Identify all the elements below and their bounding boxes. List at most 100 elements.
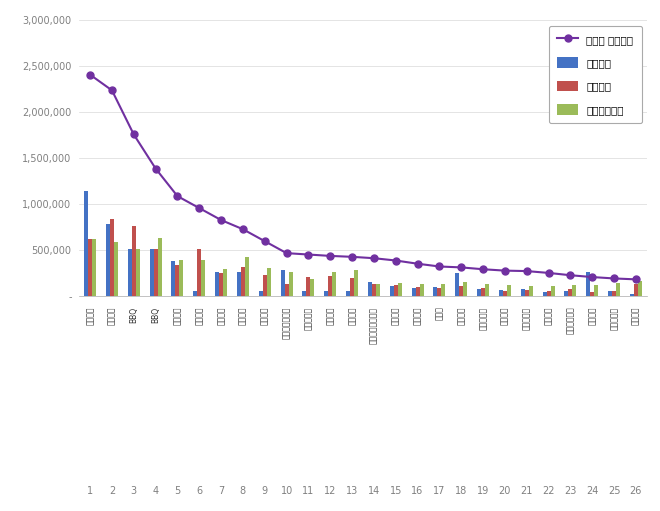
Bar bbox=[586, 271, 590, 296]
Text: 12: 12 bbox=[324, 485, 337, 496]
브랜드 평판지수 bbox=[566, 272, 574, 278]
Text: 찰닭치킨: 찰닭치킨 bbox=[632, 307, 640, 325]
Text: 지코바치킨: 지코바치킨 bbox=[478, 307, 488, 330]
Bar bbox=[525, 290, 529, 296]
Bar bbox=[420, 284, 424, 296]
브랜드 평판지수 bbox=[501, 268, 509, 274]
Bar bbox=[416, 287, 420, 296]
Bar bbox=[280, 270, 284, 296]
Bar bbox=[328, 276, 332, 296]
Text: 순수치킨: 순수치킨 bbox=[326, 307, 335, 325]
Bar bbox=[219, 273, 223, 296]
Bar bbox=[92, 239, 96, 296]
Text: 디디치킨: 디디치킨 bbox=[544, 307, 553, 325]
Bar bbox=[594, 285, 598, 296]
Bar bbox=[442, 285, 446, 296]
Bar bbox=[223, 269, 227, 296]
Text: 9: 9 bbox=[262, 485, 268, 496]
Bar bbox=[88, 239, 92, 296]
Text: 두찜이통닭: 두찜이통닭 bbox=[304, 307, 313, 330]
Bar bbox=[110, 219, 114, 296]
Bar bbox=[368, 282, 372, 296]
브랜드 평판지수 bbox=[261, 238, 269, 244]
Text: 10: 10 bbox=[280, 485, 293, 496]
Text: 14: 14 bbox=[368, 485, 380, 496]
Bar bbox=[485, 285, 489, 296]
Text: 25: 25 bbox=[608, 485, 620, 496]
브랜드 평판지수 bbox=[457, 264, 465, 270]
Text: 2: 2 bbox=[109, 485, 115, 496]
Bar bbox=[390, 286, 394, 296]
Bar bbox=[201, 260, 205, 296]
브랜드 평판지수 bbox=[130, 131, 138, 137]
Bar bbox=[612, 291, 616, 296]
Bar bbox=[376, 284, 380, 296]
Bar bbox=[136, 249, 140, 296]
Text: 23: 23 bbox=[564, 485, 577, 496]
Bar bbox=[398, 283, 402, 296]
Bar bbox=[638, 281, 642, 296]
Bar bbox=[150, 249, 154, 296]
Bar bbox=[154, 249, 158, 296]
Bar bbox=[481, 288, 485, 296]
Bar bbox=[434, 287, 438, 296]
Bar bbox=[590, 292, 594, 296]
브랜드 평판지수 bbox=[282, 250, 290, 256]
Bar bbox=[354, 270, 358, 296]
Text: 마파치킨: 마파치킨 bbox=[587, 307, 597, 325]
Bar bbox=[529, 286, 533, 296]
브랜드 평판지수 bbox=[414, 261, 422, 267]
Bar bbox=[302, 291, 306, 296]
Text: 맘스터치: 맘스터치 bbox=[108, 307, 116, 325]
Bar bbox=[176, 265, 180, 296]
Bar bbox=[634, 285, 638, 296]
Text: 오븐마투치킨: 오븐마투치킨 bbox=[566, 307, 575, 334]
브랜드 평판지수 bbox=[392, 258, 400, 264]
Text: 16: 16 bbox=[411, 485, 424, 496]
Bar bbox=[306, 277, 310, 296]
Text: 4: 4 bbox=[152, 485, 158, 496]
Bar bbox=[350, 278, 354, 296]
Bar bbox=[507, 285, 511, 296]
브랜드 평판지수 bbox=[326, 253, 334, 259]
Bar bbox=[324, 291, 328, 296]
Text: 부어치킨: 부어치킨 bbox=[348, 307, 356, 325]
Text: 24: 24 bbox=[586, 485, 599, 496]
Text: 19: 19 bbox=[477, 485, 489, 496]
Legend: 브랜드 평판지수, 참여지수, 소통지수, 커뮤니티지수: 브랜드 평판지수, 참여지수, 소통지수, 커뮤니티지수 bbox=[548, 26, 642, 123]
Text: 바른치킨: 바른치킨 bbox=[238, 307, 248, 325]
Text: 아웃닭: 아웃닭 bbox=[435, 307, 444, 320]
Text: 8: 8 bbox=[240, 485, 246, 496]
브랜드 평판지수 bbox=[370, 255, 378, 261]
브랜드 평판지수 bbox=[632, 276, 640, 283]
Bar bbox=[193, 291, 197, 296]
브랜드 평판지수 bbox=[174, 193, 182, 199]
Bar bbox=[438, 288, 442, 296]
Bar bbox=[172, 261, 176, 296]
Bar bbox=[106, 224, 110, 296]
Text: 11: 11 bbox=[302, 485, 315, 496]
Bar bbox=[616, 283, 620, 296]
Bar bbox=[543, 292, 546, 296]
Bar bbox=[503, 291, 507, 296]
Bar bbox=[284, 284, 288, 296]
Bar bbox=[572, 285, 576, 296]
Text: 교촌치킨: 교촌치킨 bbox=[86, 307, 94, 325]
Bar bbox=[521, 289, 525, 296]
Text: 페리카나: 페리카나 bbox=[391, 307, 400, 325]
Text: 1: 1 bbox=[87, 485, 93, 496]
Bar bbox=[84, 191, 88, 296]
Text: BBQ: BBQ bbox=[129, 307, 139, 323]
Text: 21: 21 bbox=[521, 485, 533, 496]
Text: 굽네치킨: 굽네치킨 bbox=[173, 307, 182, 325]
Bar bbox=[564, 291, 568, 296]
Text: 처갓집양념치킨: 처갓집양념치킨 bbox=[282, 307, 291, 339]
브랜드 평판지수 bbox=[523, 268, 531, 274]
Text: 멕시칸치킨: 멕시칸치킨 bbox=[522, 307, 531, 330]
Text: 6: 6 bbox=[196, 485, 203, 496]
Text: 22: 22 bbox=[543, 485, 555, 496]
Bar bbox=[477, 289, 481, 296]
Bar bbox=[158, 238, 162, 296]
Bar bbox=[197, 248, 201, 296]
Text: 땅콩치킨: 땅콩치킨 bbox=[457, 307, 466, 325]
